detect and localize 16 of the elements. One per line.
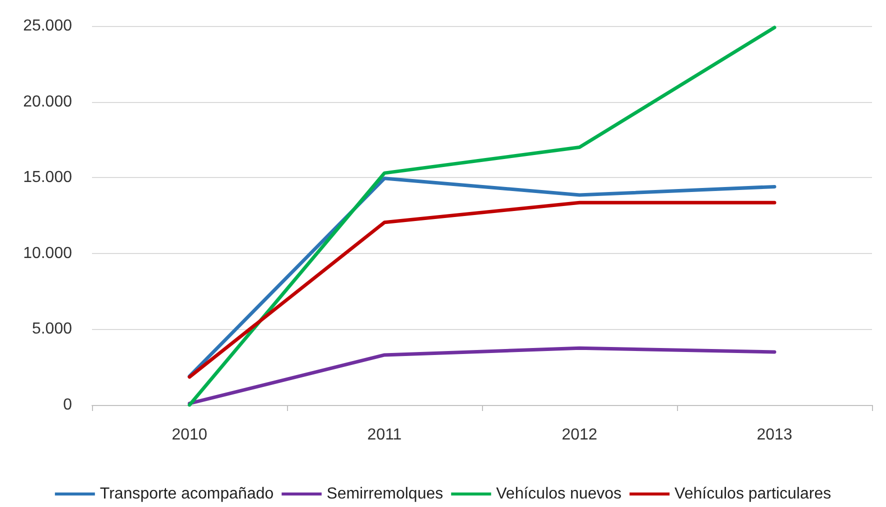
- legend-label: Vehículos nuevos: [496, 486, 622, 502]
- y-tick-label: 10.000: [23, 244, 72, 262]
- line-series: [188, 26, 776, 407]
- legend-label: Transporte acompañado: [100, 486, 274, 502]
- y-tick-label: 20.000: [23, 93, 72, 110]
- y-tick-label: 0: [63, 396, 72, 414]
- x-tick-label: 2010: [172, 426, 208, 444]
- legend-label: Semirremolques: [326, 486, 444, 502]
- x-tick-label: 2011: [367, 426, 402, 444]
- legend-label: Vehículos particulares: [674, 486, 832, 502]
- y-tick-label: 15.000: [23, 169, 72, 186]
- x-tick-label: 2012: [562, 426, 598, 444]
- line-series: [188, 346, 776, 406]
- x-tick-label: 2013: [756, 426, 792, 444]
- y-tick-label: 25.000: [23, 18, 72, 34]
- y-tick-label: 5.000: [32, 320, 72, 338]
